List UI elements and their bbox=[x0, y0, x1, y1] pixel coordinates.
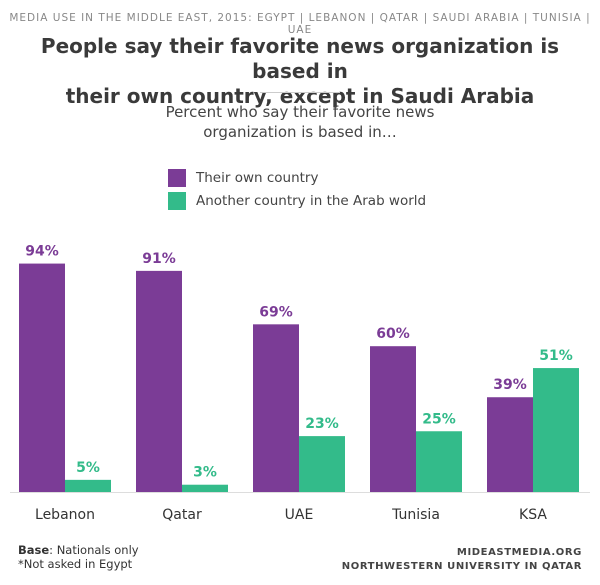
data-label-tunisia-arab-world: 25% bbox=[422, 411, 456, 427]
legend-swatch-own-country bbox=[168, 169, 186, 187]
footnote-base-label: Base bbox=[18, 543, 50, 557]
bar-qatar-own-country bbox=[136, 270, 182, 492]
legend-label-own-country: Their own country bbox=[196, 170, 319, 186]
data-label-qatar-arab-world: 3% bbox=[193, 465, 217, 481]
bar-qatar-arab-world bbox=[182, 484, 228, 492]
bar-ksa-arab-world bbox=[533, 368, 579, 492]
title-divider bbox=[260, 92, 340, 93]
chart-subtitle-line-2: organization is based in… bbox=[203, 123, 397, 141]
chart-subtitle-line-1: Percent who say their favorite news bbox=[165, 103, 435, 121]
category-label-uae: UAE bbox=[285, 507, 314, 523]
data-label-uae-arab-world: 23% bbox=[305, 416, 339, 432]
footnote-base-text: : Nationals only bbox=[49, 543, 139, 557]
data-label-tunisia-own-country: 60% bbox=[376, 326, 410, 342]
bar-ksa-own-country bbox=[487, 397, 533, 492]
chart-legend: Their own country Another country in the… bbox=[168, 168, 426, 214]
chart-title: People say their favorite news organizat… bbox=[20, 34, 580, 109]
data-label-qatar-own-country: 91% bbox=[142, 251, 176, 267]
legend-item-own-country: Their own country bbox=[168, 168, 426, 188]
chart-title-line-2: their own country, except in Saudi Arabi… bbox=[65, 84, 535, 108]
bar-uae-own-country bbox=[253, 324, 299, 492]
legend-swatch-arab-world bbox=[168, 192, 186, 210]
category-label-lebanon: Lebanon bbox=[35, 507, 95, 523]
category-label-tunisia: Tunisia bbox=[391, 507, 440, 523]
footnote-base: Base: Nationals only bbox=[18, 543, 139, 557]
source-credit: MIDEASTMEDIA.ORG NORTHWESTERN UNIVERSITY… bbox=[342, 546, 582, 574]
category-label-qatar: Qatar bbox=[162, 507, 202, 523]
data-label-ksa-arab-world: 51% bbox=[539, 348, 573, 364]
bar-lebanon-arab-world bbox=[65, 479, 111, 492]
category-label-ksa: KSA bbox=[519, 507, 547, 523]
source-line-1: MIDEASTMEDIA.ORG bbox=[456, 547, 582, 558]
footnote: Base: Nationals only *Not asked in Egypt bbox=[18, 543, 139, 571]
data-label-lebanon-arab-world: 5% bbox=[76, 460, 100, 476]
chart-subtitle: Percent who say their favorite news orga… bbox=[100, 102, 500, 142]
legend-label-arab-world: Another country in the Arab world bbox=[196, 193, 427, 209]
source-line-2: NORTHWESTERN UNIVERSITY IN QATAR bbox=[341, 561, 582, 572]
bar-lebanon-own-country bbox=[19, 263, 65, 492]
bar-tunisia-own-country bbox=[370, 346, 416, 492]
bar-uae-arab-world bbox=[299, 436, 345, 492]
data-label-lebanon-own-country: 94% bbox=[25, 244, 59, 260]
data-label-uae-own-country: 69% bbox=[259, 304, 293, 320]
data-label-ksa-own-country: 39% bbox=[493, 377, 527, 393]
legend-item-arab-world: Another country in the Arab world bbox=[168, 191, 426, 211]
footnote-note: *Not asked in Egypt bbox=[18, 557, 133, 571]
chart-title-line-1: People say their favorite news organizat… bbox=[40, 34, 560, 83]
bar-tunisia-arab-world bbox=[416, 431, 462, 492]
chart-kicker: MEDIA USE IN THE MIDDLE EAST, 2015: EGYP… bbox=[9, 12, 591, 36]
